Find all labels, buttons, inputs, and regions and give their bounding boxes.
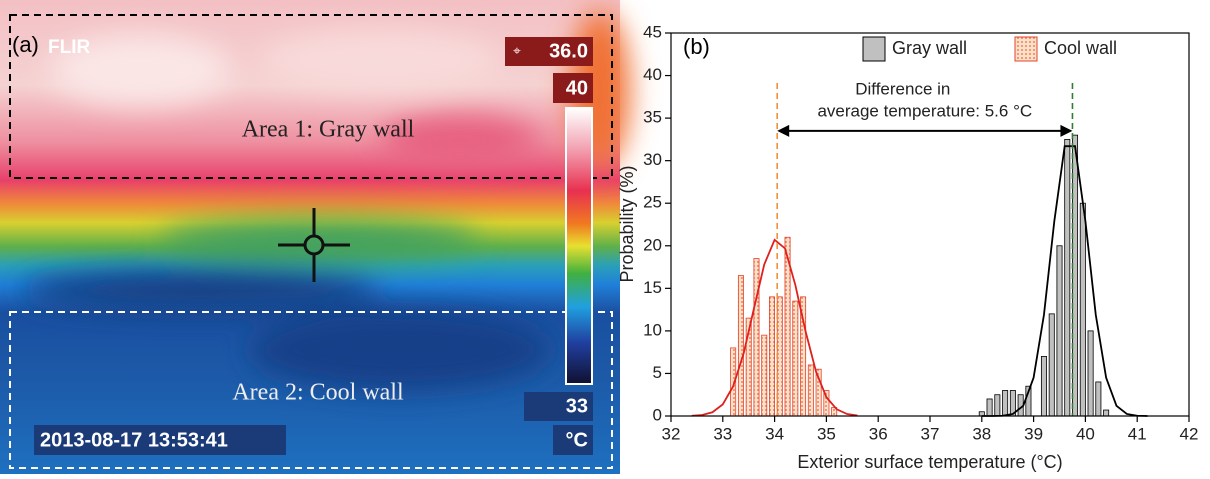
legend-label: Cool wall — [1044, 38, 1117, 58]
bar — [1056, 245, 1063, 417]
x-tick-label: 38 — [972, 424, 991, 443]
timestamp: 2013-08-17 13:53:41 — [40, 429, 228, 451]
area2-box — [9, 311, 613, 469]
thermal-image: (a) FLIR Area 1: Gray wall Area 2: Cool … — [0, 0, 630, 474]
x-tick-label: 32 — [662, 424, 681, 443]
bar — [1103, 409, 1110, 417]
legend-swatch — [862, 36, 886, 62]
timestamp-box — [34, 425, 286, 455]
color-bar — [565, 107, 593, 385]
y-tick-label: 45 — [643, 22, 662, 41]
x-tick-label: 42 — [1180, 424, 1199, 443]
bar — [769, 296, 775, 417]
area2-label: Area 2: Cool wall — [232, 380, 404, 406]
y-tick-label: 20 — [643, 235, 662, 254]
bar — [986, 398, 993, 417]
bar — [1079, 202, 1086, 417]
bar — [737, 275, 744, 417]
spot-icon: ⌖ — [513, 43, 521, 59]
bar — [1002, 390, 1009, 417]
bar — [1064, 138, 1071, 417]
thermal-texture — [20, 10, 630, 390]
y-tick-label: 15 — [643, 278, 662, 297]
y-tick-label: 40 — [643, 65, 662, 84]
y-axis-label: Probability (%) — [617, 165, 637, 282]
bar — [792, 300, 799, 417]
scale-min-box — [524, 392, 593, 421]
logo: FLIR — [48, 37, 90, 58]
x-tick-label: 34 — [765, 424, 784, 443]
x-tick-label: 39 — [1024, 424, 1043, 443]
x-tick-label: 35 — [817, 424, 836, 443]
bar — [1087, 330, 1094, 417]
fit-curve — [981, 145, 1148, 417]
y-tick-label: 35 — [643, 108, 662, 127]
y-tick-label: 5 — [653, 363, 662, 382]
bar — [1048, 313, 1055, 417]
legend-label: Gray wall — [892, 38, 967, 58]
readout: 36.0 — [549, 40, 588, 62]
plot-frame — [670, 32, 1190, 417]
x-tick-label: 33 — [713, 424, 732, 443]
scale-max-box — [553, 73, 593, 103]
panel-label: (b) — [683, 34, 710, 59]
x-tick-label: 40 — [1076, 424, 1095, 443]
unit: °C — [566, 429, 588, 451]
annotation: Difference in — [855, 79, 950, 98]
scale-max: 40 — [566, 77, 588, 99]
x-axis-label: Exterior surface temperature (°C) — [797, 452, 1062, 472]
annotation: average temperature: 5.6 °C — [817, 101, 1032, 120]
y-tick-label: 0 — [653, 405, 662, 424]
scale-min: 33 — [566, 395, 588, 417]
panel-label: (a) — [12, 32, 39, 57]
bar — [1040, 356, 1047, 417]
bar — [994, 394, 1001, 417]
y-tick-label: 10 — [643, 320, 662, 339]
arrow-head — [777, 124, 790, 137]
x-tick-label: 37 — [921, 424, 940, 443]
area1-label: Area 1: Gray wall — [242, 117, 415, 143]
legend-swatch — [1014, 36, 1038, 62]
fit-curve — [691, 238, 858, 417]
unit-box — [553, 425, 593, 455]
bar — [1095, 381, 1102, 417]
x-tick-label: 41 — [1128, 424, 1147, 443]
readout-box — [505, 37, 593, 66]
bar — [807, 364, 814, 417]
bar — [753, 258, 760, 417]
arrow-head — [1060, 124, 1073, 137]
bar — [761, 334, 768, 417]
x-tick-label: 36 — [869, 424, 888, 443]
histogram-chart: (b) Exterior surface temperature (°C) Pr… — [617, 22, 1199, 471]
y-tick-label: 30 — [643, 150, 662, 169]
y-tick-label: 25 — [643, 193, 662, 212]
crosshair — [278, 208, 350, 282]
area1-box — [9, 14, 613, 179]
